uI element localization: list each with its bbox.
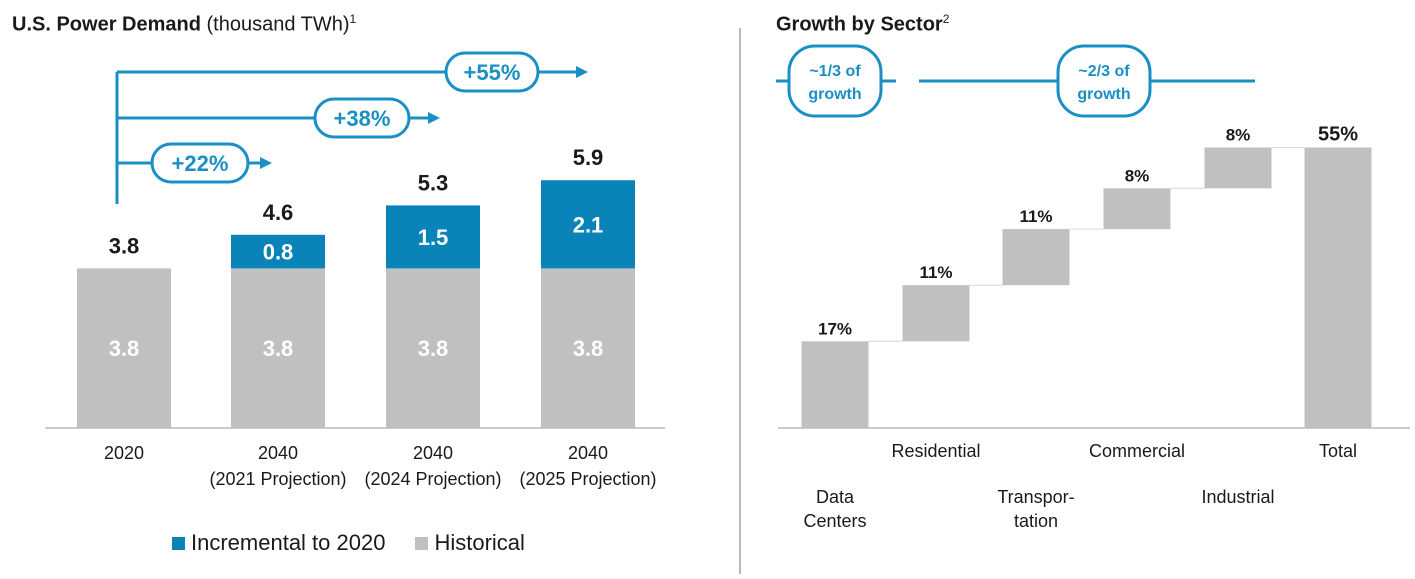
share-pill-label: growth bbox=[1077, 86, 1130, 103]
bar-total-label: 3.8 bbox=[109, 233, 140, 258]
x-tick-sublabel: (2021 Projection) bbox=[209, 469, 346, 489]
growth-arrow-head bbox=[260, 157, 272, 169]
legend-label-incremental: Incremental to 2020 bbox=[191, 530, 386, 555]
waterfall-bar bbox=[801, 341, 869, 428]
right-chart-title-main: Growth by Sector bbox=[776, 13, 943, 36]
bar-historical bbox=[541, 268, 635, 428]
legend-swatch-incremental bbox=[172, 536, 185, 550]
bar-incremental bbox=[541, 180, 635, 269]
waterfall-x-tick-label: Centers bbox=[803, 511, 866, 531]
right-chart-title: Growth by Sector2 bbox=[776, 12, 949, 37]
legend-swatch-historical bbox=[415, 536, 429, 550]
legend: Incremental to 2020 Historical bbox=[172, 530, 555, 556]
bar-label-incremental: 0.8 bbox=[263, 240, 294, 265]
bar-label-historical: 3.8 bbox=[418, 336, 449, 361]
left-chart-title: U.S. Power Demand (thousand TWh)1 bbox=[12, 12, 356, 37]
left-chart-title-note: 1 bbox=[349, 12, 357, 26]
growth-pill bbox=[313, 97, 411, 139]
bar-incremental bbox=[386, 205, 480, 269]
bar-historical bbox=[386, 268, 480, 428]
share-pill bbox=[787, 44, 883, 118]
waterfall-x-tick-label: tation bbox=[1014, 511, 1058, 531]
share-pill-label: growth bbox=[808, 86, 861, 103]
x-tick-label: 2040 bbox=[258, 443, 298, 463]
waterfall-x-tick-label: Industrial bbox=[1201, 487, 1274, 507]
growth-pill bbox=[444, 51, 540, 93]
left-chart-title-unit: (thousand TWh) bbox=[206, 13, 350, 36]
bar-label-incremental: 2.1 bbox=[573, 212, 604, 237]
waterfall-x-tick-label: Transpor- bbox=[997, 487, 1074, 507]
x-tick-label: 2040 bbox=[568, 443, 608, 463]
growth-pill bbox=[150, 142, 250, 184]
waterfall-bar bbox=[1204, 147, 1272, 189]
bar-total-label: 4.6 bbox=[263, 200, 294, 225]
waterfall-value-label: 17% bbox=[818, 319, 852, 338]
bar-label-historical: 3.8 bbox=[573, 336, 604, 361]
waterfall-x-tick-label: Commercial bbox=[1089, 441, 1185, 461]
x-tick-label: 2020 bbox=[104, 443, 144, 463]
waterfall-value-label: 11% bbox=[1019, 207, 1052, 226]
panel-divider bbox=[739, 28, 741, 574]
bar-label-historical: 3.8 bbox=[109, 336, 140, 361]
bar-label-incremental: 1.5 bbox=[418, 225, 449, 250]
left-chart-title-main: U.S. Power Demand bbox=[12, 13, 201, 36]
waterfall-bar bbox=[1304, 147, 1372, 428]
growth-pill-label: +38% bbox=[334, 106, 391, 131]
share-pill-label: ~1/3 of bbox=[809, 63, 861, 80]
bar-historical bbox=[231, 268, 325, 428]
waterfall-value-label: 8% bbox=[1125, 166, 1150, 185]
waterfall-bar bbox=[1002, 229, 1070, 286]
bar-label-historical: 3.8 bbox=[263, 336, 294, 361]
bar-incremental bbox=[231, 234, 325, 269]
bar-total-label: 5.9 bbox=[573, 145, 604, 170]
x-tick-label: 2040 bbox=[413, 443, 453, 463]
legend-label-historical: Historical bbox=[434, 530, 525, 555]
growth-arrow-head bbox=[576, 66, 588, 78]
growth-pill-label: +22% bbox=[172, 151, 229, 176]
legend-item-incremental: Incremental to 2020 bbox=[172, 530, 385, 556]
bar-historical bbox=[77, 268, 171, 428]
x-tick-sublabel: (2024 Projection) bbox=[364, 469, 501, 489]
waterfall-value-label: 11% bbox=[919, 263, 952, 282]
share-pill-label: ~2/3 of bbox=[1078, 63, 1130, 80]
waterfall-value-label: 8% bbox=[1226, 126, 1251, 145]
waterfall-x-tick-label: Residential bbox=[891, 441, 980, 461]
x-tick-sublabel: (2025 Projection) bbox=[519, 469, 656, 489]
waterfall-x-tick-label: Data bbox=[816, 487, 855, 507]
bar-total-label: 5.3 bbox=[418, 170, 449, 195]
share-pill bbox=[1056, 44, 1152, 118]
waterfall-bar bbox=[902, 285, 970, 342]
growth-arrow-head bbox=[428, 112, 440, 124]
waterfall-bar bbox=[1103, 188, 1171, 230]
waterfall-x-tick-label: Total bbox=[1319, 441, 1357, 461]
growth-pill-label: +55% bbox=[464, 60, 521, 85]
right-chart-title-note: 2 bbox=[942, 12, 950, 26]
legend-item-historical: Historical bbox=[415, 530, 525, 556]
waterfall-value-label: 55% bbox=[1318, 124, 1358, 146]
